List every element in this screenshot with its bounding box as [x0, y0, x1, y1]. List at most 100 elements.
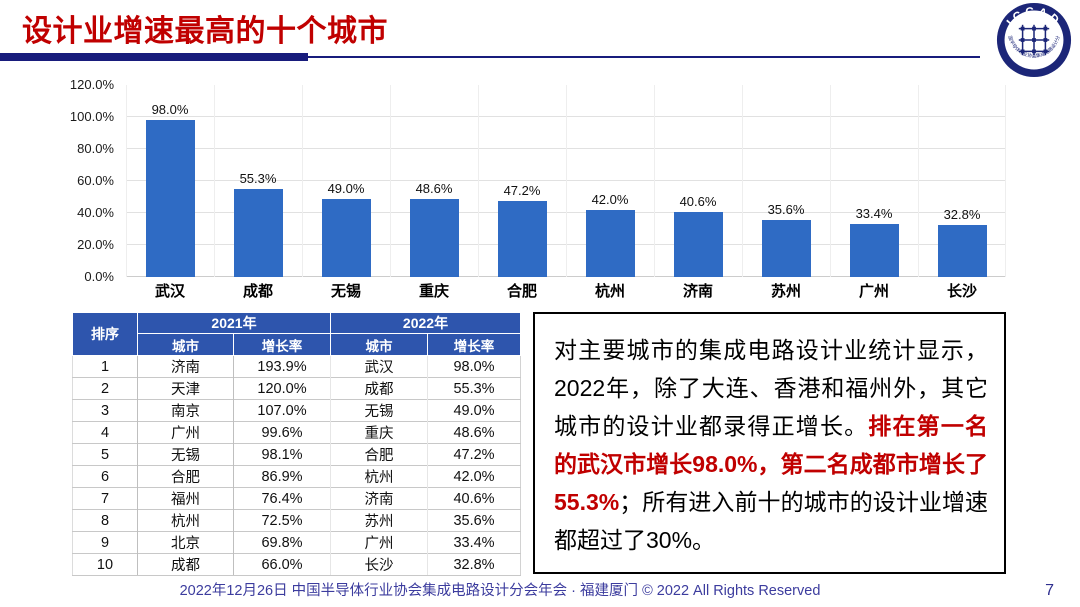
v-gridline — [478, 85, 479, 277]
bar-category-label: 重庆 — [418, 283, 449, 300]
footer-credit: 2022年12月26日 中国半导体行业协会集成电路设计分会年会 · 福建厦门 ©… — [179, 583, 821, 599]
y-axis-tick-label: 0.0% — [84, 269, 114, 284]
bar-category-label: 合肥 — [506, 283, 537, 300]
growth-2021-cell: 76.4% — [233, 487, 331, 510]
growth-2021-cell: 66.0% — [233, 553, 331, 576]
city-2021-cell: 济南 — [137, 355, 234, 378]
bar-value-label: 40.6% — [679, 194, 717, 210]
v-gridline — [566, 85, 567, 277]
y-axis-tick-label: 20.0% — [77, 237, 114, 253]
bar — [585, 209, 635, 277]
v-gridline — [126, 85, 127, 277]
rank-cell: 5 — [72, 443, 138, 466]
y-axis-tick-label: 60.0% — [77, 173, 114, 188]
bar — [497, 201, 547, 277]
x-axis-labels: 武汉 成都 无锡 重庆 合肥 杭州 济南 苏州 广州 长沙 — [126, 280, 1006, 301]
growth-2021-cell: 193.9% — [233, 355, 331, 378]
city-2021-cell: 合肥 — [137, 465, 234, 488]
bar-value-label: 47.2% — [503, 183, 541, 199]
growth-2022-cell: 40.6% — [427, 487, 521, 510]
growth-2021-cell: 69.8% — [233, 531, 331, 554]
col-header-2021: 2021年 — [137, 312, 331, 334]
growth-2021-cell: 98.1% — [233, 443, 331, 466]
bar — [145, 120, 195, 277]
bar — [849, 223, 899, 277]
bar-category-label: 杭州 — [594, 283, 625, 300]
rank-cell: 4 — [72, 421, 138, 444]
rank-cell: 9 — [72, 531, 138, 554]
growth-2022-cell: 48.6% — [427, 421, 521, 444]
bar-category-label: 广州 — [858, 283, 889, 300]
bar — [937, 224, 987, 277]
growth-2021-cell: 86.9% — [233, 465, 331, 488]
growth-2021-cell: 99.6% — [233, 421, 331, 444]
bar-value-label: 48.6% — [415, 181, 453, 197]
bar-category-label: 苏州 — [770, 283, 801, 300]
y-axis-tick-label: 100.0% — [69, 109, 114, 124]
y-axis-tick-label: 40.0% — [77, 205, 114, 221]
bar — [409, 199, 459, 277]
col-header-2022: 2022年 — [330, 312, 521, 334]
city-2021-cell: 天津 — [137, 377, 234, 400]
city-2022-cell: 成都 — [330, 377, 428, 400]
plot-area: 98.0% 55.3% 49.0% 48.6% 47.2% 42.0% 40.6% 35.6%… — [126, 85, 1006, 277]
city-2021-cell: 成都 — [137, 553, 234, 576]
city-2022-cell: 合肥 — [330, 443, 428, 466]
table-row: 3 南京 107.0% 无锡 49.0% — [72, 399, 521, 422]
table-row: 10 成都 66.0% 长沙 32.8% — [72, 553, 521, 576]
bar — [321, 198, 371, 277]
v-gridline — [918, 85, 919, 277]
bar-group: 49.0% — [302, 85, 390, 277]
rank-cell: 3 — [72, 399, 138, 422]
city-2021-cell: 无锡 — [137, 443, 234, 466]
bar-group: 42.0% — [566, 85, 654, 277]
rank-cell: 6 — [72, 465, 138, 488]
city-2022-cell: 苏州 — [330, 509, 428, 532]
table-row: 2 天津 120.0% 成都 55.3% — [72, 377, 521, 400]
growth-2022-cell: 35.6% — [427, 509, 521, 532]
bar-group: 40.6% — [654, 85, 742, 277]
growth-2021-cell: 120.0% — [233, 377, 331, 400]
rank-cell: 7 — [72, 487, 138, 510]
growth-2022-cell: 49.0% — [427, 399, 521, 422]
city-2021-cell: 福州 — [137, 487, 234, 510]
bar — [673, 212, 723, 277]
col-header-growth-2022: 增长率 — [427, 333, 521, 356]
bar-group: 98.0% — [126, 85, 214, 277]
table-row: 9 北京 69.8% 广州 33.4% — [72, 531, 521, 554]
analysis-segment: 排在第一名的武汉市增长98.0%，第二名成都市增长了55.3% — [554, 413, 989, 515]
rank-cell: 1 — [72, 355, 138, 378]
growth-2022-cell: 55.3% — [427, 377, 521, 400]
growth-2021-cell: 72.5% — [233, 509, 331, 532]
rank-cell: 8 — [72, 509, 138, 532]
v-gridline — [830, 85, 831, 277]
table-row: 6 合肥 86.9% 杭州 42.0% — [72, 465, 521, 488]
bar-group: 33.4% — [830, 85, 918, 277]
bar-value-label: 33.4% — [855, 205, 893, 221]
analysis-text: 对主要城市的集成电路设计业统计显示，2022年，除了大连、香港和福州外，其它城市… — [554, 337, 988, 553]
analysis-segment: 对主要城市的集成电路设计业统计显示，2022年，除了大连、香港和福州外，其它城市… — [554, 337, 988, 439]
y-axis: 0.0% 20.0% 40.0% 60.0% 80.0% 100.0% 120.0% — [58, 77, 118, 284]
bar-value-label: 32.8% — [943, 206, 981, 222]
col-header-rank: 排序 — [72, 312, 138, 356]
growth-2022-cell: 32.8% — [427, 553, 521, 576]
city-2021-cell: 北京 — [137, 531, 234, 554]
v-gridline — [1005, 85, 1006, 277]
city-2022-cell: 重庆 — [330, 421, 428, 444]
bar-value-label: 55.3% — [239, 170, 277, 186]
v-gridline — [654, 85, 655, 277]
title-underline-thick — [0, 53, 308, 61]
bar-group: 35.6% — [742, 85, 830, 277]
bar-group: 48.6% — [390, 85, 478, 277]
city-2022-cell: 济南 — [330, 487, 428, 510]
bar-group: 55.3% — [214, 85, 302, 277]
v-gridline — [214, 85, 215, 277]
title-underline-thin — [308, 56, 980, 58]
col-header-growth-2021: 增长率 — [233, 333, 331, 356]
bar-category-label: 无锡 — [330, 283, 361, 300]
v-gridline — [390, 85, 391, 277]
page-number: 7 — [1045, 582, 1054, 599]
bar-category-label: 武汉 — [154, 283, 185, 300]
city-2022-cell: 广州 — [330, 531, 428, 554]
table-row: 1 济南 193.9% 武汉 98.0% — [72, 355, 521, 378]
